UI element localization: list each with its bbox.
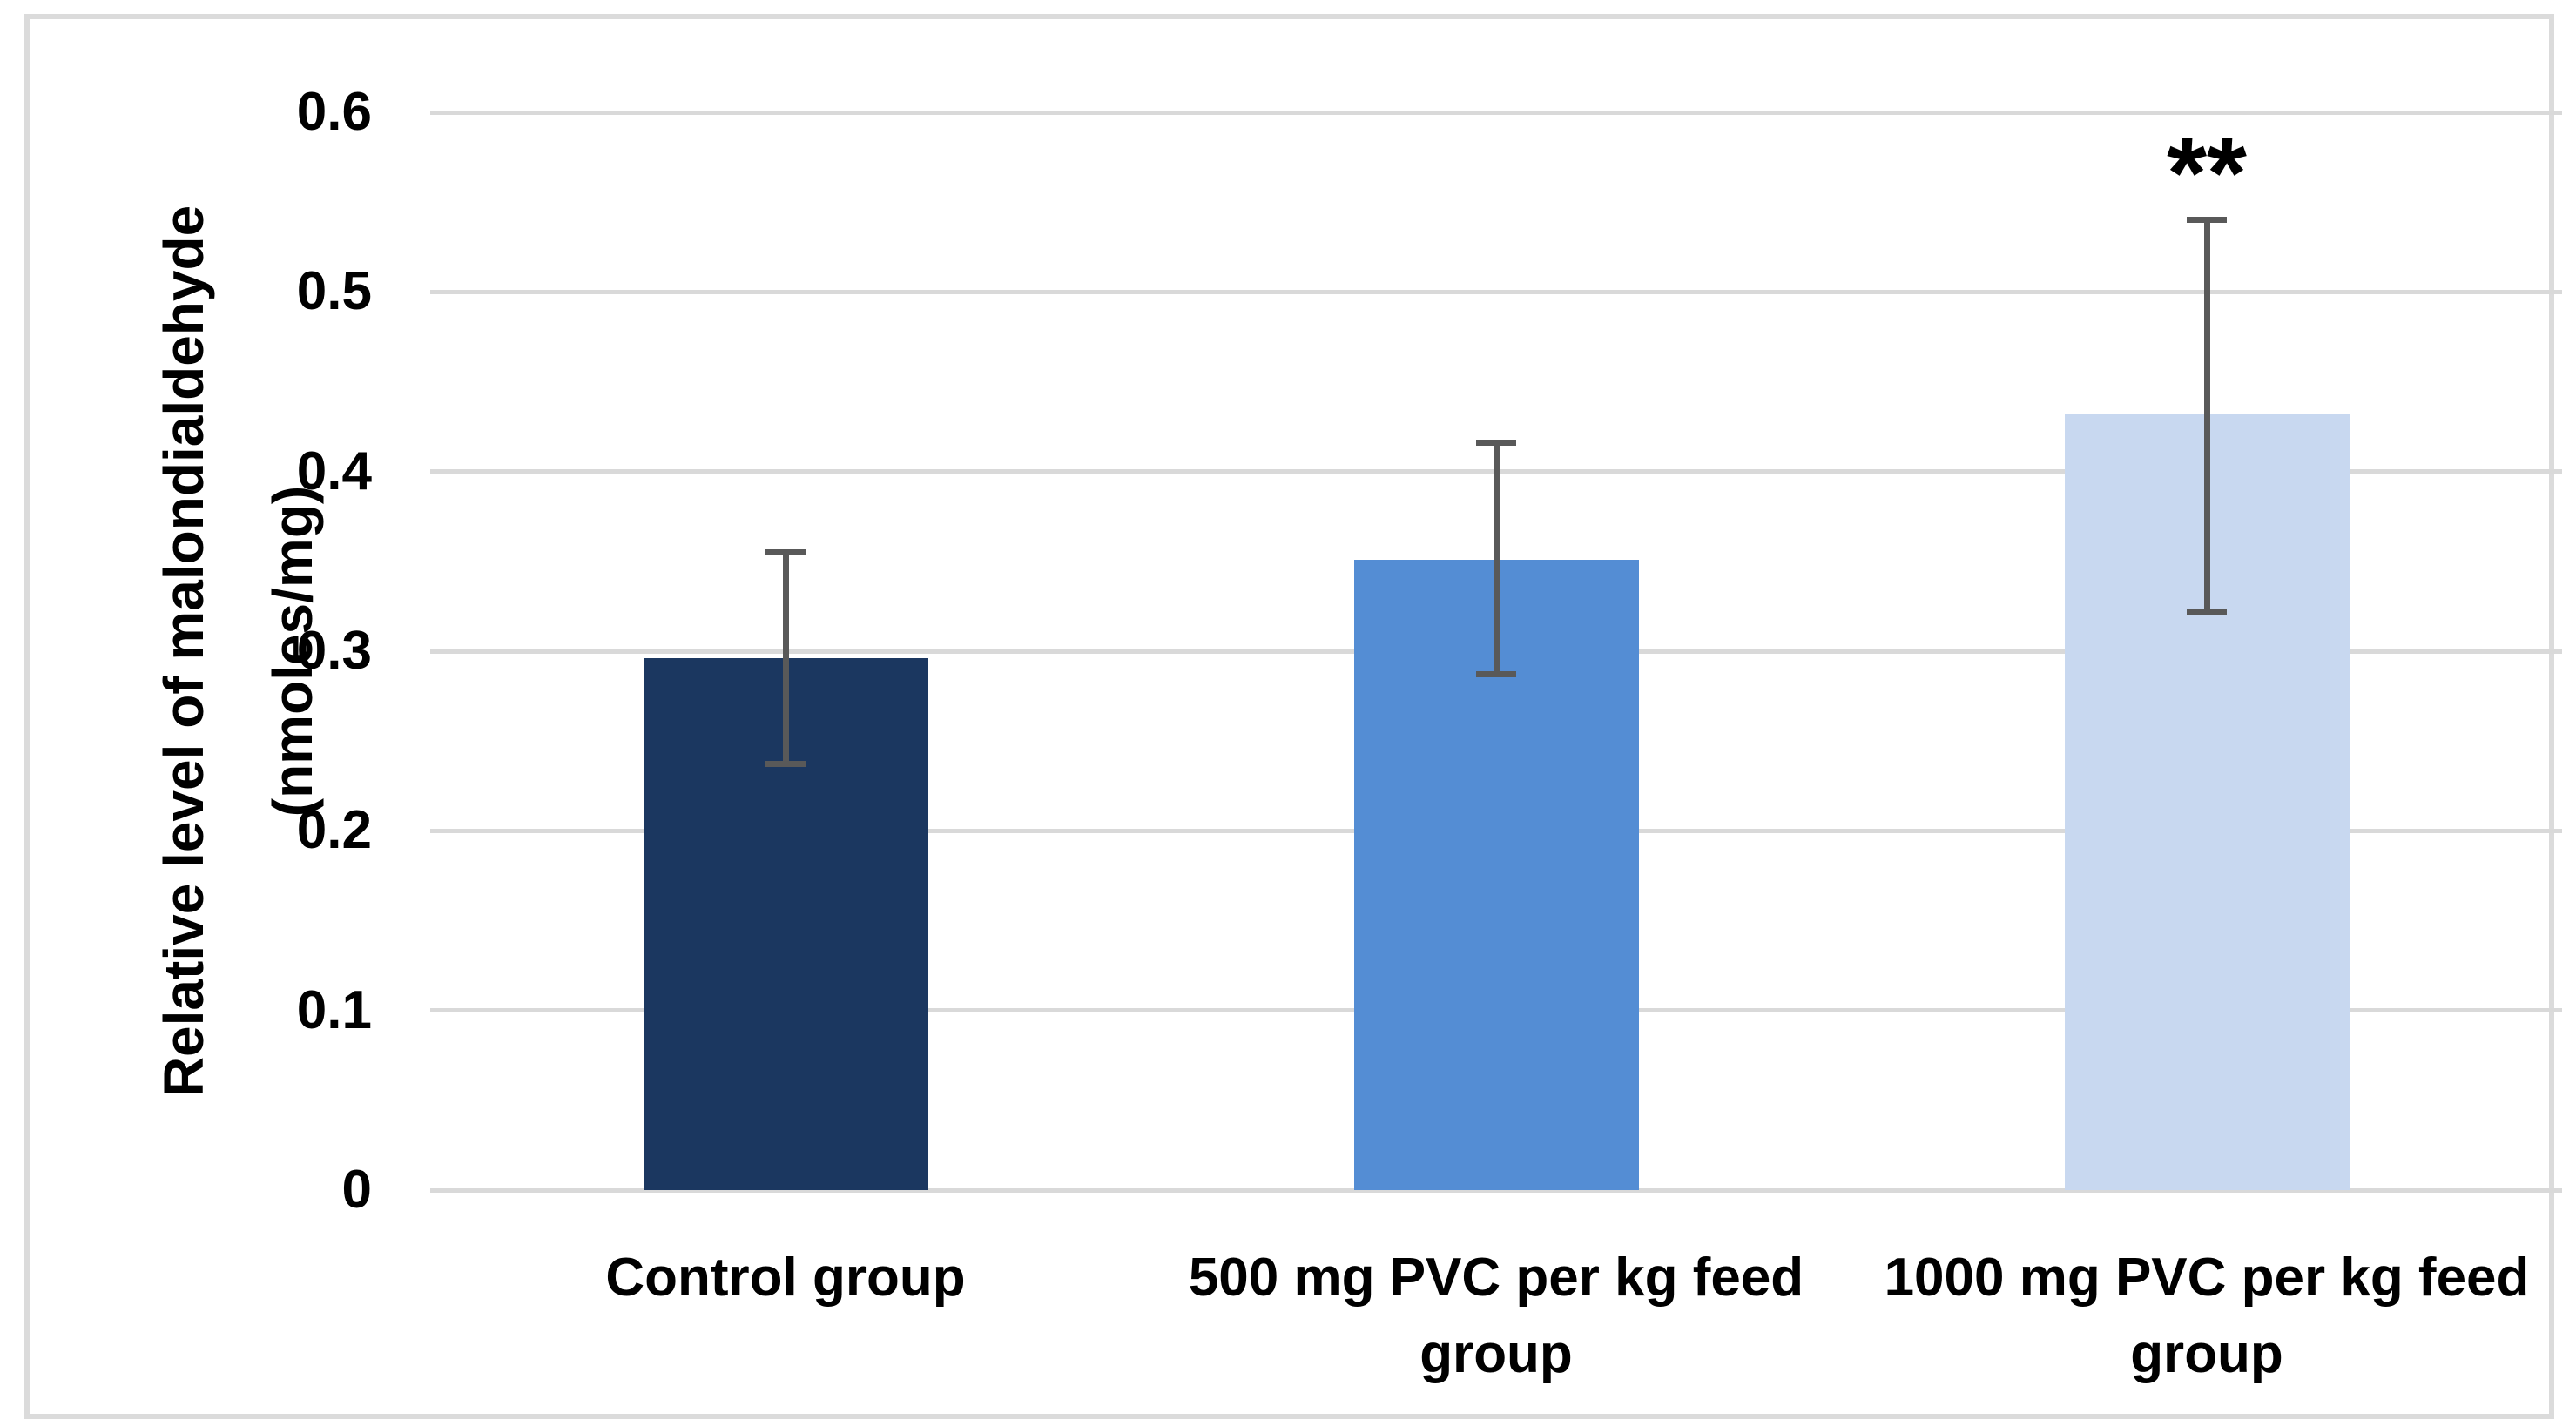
y-tick-label-0.3: 0.3 (296, 621, 372, 681)
gridline-0.6 (430, 110, 2562, 115)
error-bar-bottom-cap-2 (2187, 609, 2227, 615)
x-category-label-2: 1000 mg PVC per kg feed group (1884, 1248, 2530, 1384)
error-bar-line-0 (782, 552, 789, 764)
x-category-label-1: 500 mg PVC per kg feed group (1188, 1248, 1804, 1384)
y-tick-label-0.4: 0.4 (296, 441, 372, 501)
y-tick-label-0.6: 0.6 (296, 82, 372, 143)
error-bar-line-2 (2203, 219, 2210, 612)
error-bar-bottom-cap-1 (1476, 671, 1516, 678)
error-bar-top-cap-1 (1476, 440, 1516, 447)
x-category-label-0: Control group (605, 1248, 966, 1308)
error-bar-line-1 (1493, 442, 1500, 675)
bar-chart-area: 0 0.1 0.2 0.3 0.4 0.5 0.6 Control group 500 mg … (30, 19, 2562, 1414)
y-tick-label-0: 0 (341, 1160, 372, 1220)
error-bar-top-cap-0 (765, 549, 806, 556)
error-bar-top-cap-2 (2187, 217, 2227, 224)
y-axis-title-line1: Relative level of malondialdehyde (152, 205, 215, 1098)
error-bar-bottom-cap-0 (765, 761, 806, 768)
gridline-0 (430, 1187, 2562, 1193)
y-axis-title: Relative level of malondialdehyde (nmole… (130, 94, 347, 1208)
y-axis-title-line2: (nmoles/mg) (261, 485, 324, 817)
y-tick-label-0.2: 0.2 (296, 800, 372, 861)
significance-asterisks: ** (2167, 116, 2247, 231)
figure-frame: 0 0.1 0.2 0.3 0.4 0.5 0.6 Control group 500 mg … (24, 14, 2562, 1419)
y-tick-label-0.5: 0.5 (296, 261, 372, 322)
gridline-0.5 (430, 289, 2562, 294)
y-tick-label-0.1: 0.1 (296, 979, 372, 1040)
